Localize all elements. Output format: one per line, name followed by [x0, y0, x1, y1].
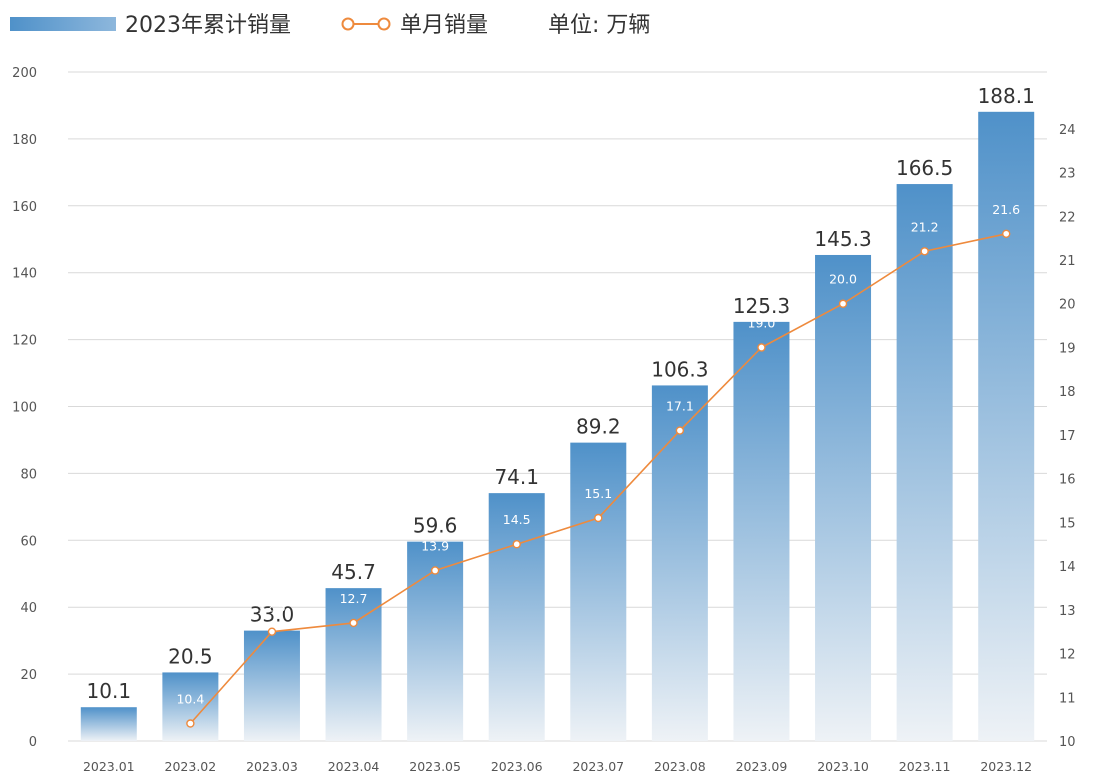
bar-value-label: 89.2	[576, 415, 621, 439]
line-value-label: 10.4	[176, 692, 204, 707]
y-left-tick-label: 180	[12, 133, 37, 148]
x-tick-label: 2023.03	[246, 759, 298, 774]
y-right-tick-label: 21	[1059, 254, 1076, 269]
y-left-tick-label: 200	[12, 66, 37, 81]
bar-value-label: 188.1	[978, 84, 1035, 108]
y-right-tick-label: 24	[1059, 123, 1076, 138]
bar	[243, 630, 300, 741]
y-right-tick-label: 12	[1059, 648, 1076, 663]
y-left-tick-label: 40	[20, 601, 37, 616]
bar-series	[80, 111, 1035, 742]
x-tick-label: 2023.06	[491, 759, 543, 774]
bar	[80, 707, 137, 741]
y-left-tick-label: 140	[12, 267, 37, 282]
y-right-tick-label: 16	[1059, 473, 1076, 488]
line-point	[186, 719, 195, 728]
y-axis-right: 10 11 12 13 14 15 16 17 18 19 20 21 22 23 24	[1059, 123, 1076, 750]
x-tick-label: 2023.10	[817, 759, 869, 774]
line-point	[512, 540, 521, 549]
line-point	[675, 426, 685, 435]
legend-line-marker-right	[377, 17, 391, 31]
bar-labels: 10.1 20.5 33.0 45.7 59.6 74.1 89.2 106.3 125.3 14…	[87, 84, 1035, 703]
line-point	[757, 343, 766, 352]
line-value-label: 20.0	[829, 272, 857, 287]
y-right-tick-label: 10	[1059, 735, 1076, 750]
x-tick-label: 2023.09	[736, 759, 788, 774]
line-value-label: 12.7	[340, 591, 368, 606]
bar	[407, 541, 464, 741]
bar	[325, 588, 382, 741]
y-right-tick-label: 19	[1059, 341, 1076, 356]
bar	[488, 493, 545, 741]
line-point	[920, 247, 929, 256]
bar	[651, 385, 708, 741]
bar-value-label: 145.3	[814, 227, 871, 251]
y-left-tick-label: 80	[20, 467, 37, 482]
line-value-label: 15.1	[584, 486, 612, 501]
line-point	[1002, 229, 1011, 238]
y-right-tick-label: 11	[1059, 691, 1076, 706]
y-right-tick-label: 15	[1059, 516, 1076, 531]
line-value-label: 17.1	[666, 399, 694, 414]
y-right-tick-label: 23	[1059, 167, 1076, 182]
bar-value-label: 106.3	[651, 357, 708, 381]
bar	[978, 111, 1035, 742]
legend-line-label: 单月销量	[400, 13, 488, 38]
bar-value-label: 45.7	[331, 560, 376, 584]
line-point	[838, 299, 848, 308]
bar-value-label: 10.1	[87, 679, 132, 703]
x-tick-label: 2023.12	[980, 759, 1032, 774]
x-tick-label: 2023.02	[165, 759, 217, 774]
bar-value-label: 74.1	[494, 465, 539, 489]
y-left-tick-label: 120	[12, 334, 37, 349]
y-right-tick-label: 13	[1059, 604, 1076, 619]
x-axis: 2023.01 2023.02 2023.03 2023.04 2023.05 2023.…	[83, 759, 1032, 774]
bar-value-label: 59.6	[413, 514, 458, 538]
y-left-tick-label: 20	[20, 668, 37, 683]
y-right-tick-label: 22	[1059, 210, 1076, 225]
x-tick-label: 2023.07	[572, 759, 624, 774]
gridlines	[68, 71, 1047, 742]
line-value-label: 12.5	[258, 600, 286, 615]
bar	[570, 442, 627, 741]
legend-bar-label: 2023年累计销量	[125, 13, 291, 38]
x-tick-label: 2023.08	[654, 759, 706, 774]
y-right-tick-label: 20	[1059, 298, 1076, 313]
x-tick-label: 2023.01	[83, 759, 135, 774]
x-tick-label: 2023.05	[409, 759, 461, 774]
legend-unit: 单位: 万辆	[548, 13, 650, 38]
line-point	[349, 618, 358, 628]
line-series: 10.4 12.5 12.7 13.9 14.5 15.1 17.1 19.0 20.0 21.2…	[176, 202, 1020, 728]
x-tick-label: 2023.11	[899, 759, 951, 774]
y-right-tick-label: 17	[1059, 429, 1076, 444]
legend-line-marker-left	[341, 17, 355, 31]
bar	[896, 184, 953, 741]
bar	[162, 672, 219, 741]
line-value-label: 14.5	[503, 512, 531, 527]
line-value-label: 21.6	[992, 202, 1020, 217]
legend-bar-swatch	[10, 17, 116, 31]
bar-value-label: 125.3	[733, 294, 790, 318]
y-left-tick-label: 100	[12, 401, 37, 416]
y-left-tick-label: 60	[20, 534, 37, 549]
line-value-label: 13.9	[421, 538, 449, 553]
line-point	[430, 566, 440, 575]
y-left-tick-label: 160	[12, 200, 37, 215]
y-axis-left: 0 20 40 60 80 100 120 140 160 180 200	[12, 66, 37, 750]
line-point	[267, 627, 277, 636]
line-value-label: 21.2	[911, 219, 939, 234]
line-value-label: 19.0	[748, 315, 776, 330]
y-right-tick-label: 18	[1059, 385, 1076, 400]
bar-value-label: 166.5	[896, 156, 953, 180]
legend: 2023年累计销量 单月销量 单位: 万辆	[10, 13, 650, 38]
bar	[733, 321, 790, 741]
line-point	[594, 513, 603, 523]
x-tick-label: 2023.04	[328, 759, 380, 774]
bar-value-label: 33.0	[250, 603, 295, 627]
y-right-tick-label: 14	[1059, 560, 1076, 575]
bar-value-label: 20.5	[168, 644, 213, 668]
y-left-tick-label: 0	[29, 735, 37, 750]
bar	[815, 254, 872, 741]
